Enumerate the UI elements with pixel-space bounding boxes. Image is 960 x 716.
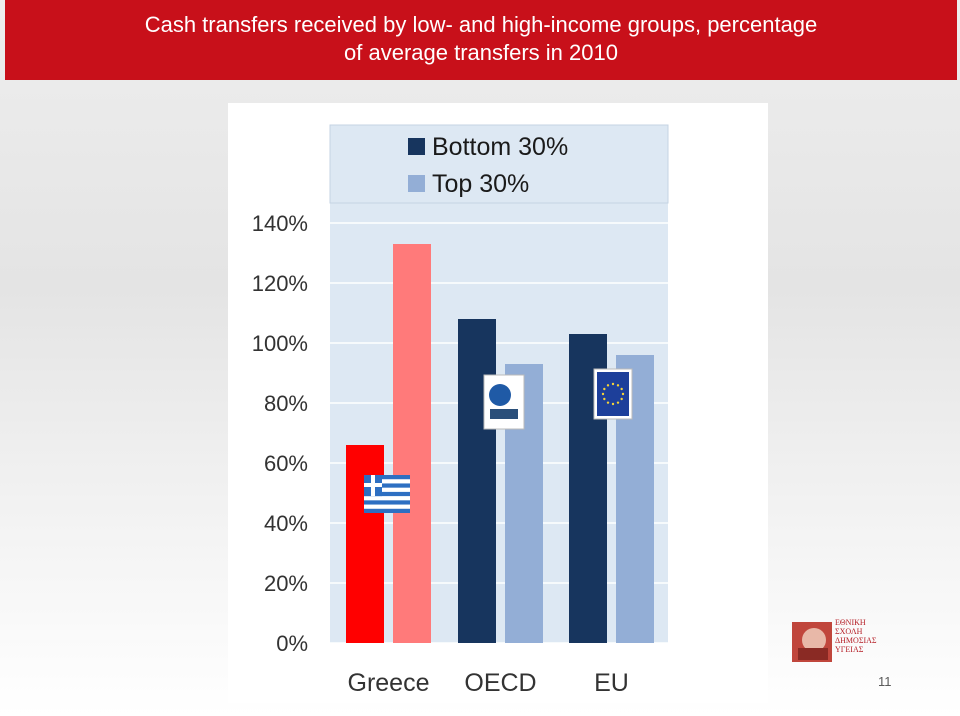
- bar-chart: 0%20%40%60%80%100%120%140% Greece OECD EU …: [252, 124, 669, 697]
- slide-title-bar: Cash transfers received by low- and high…: [5, 0, 957, 80]
- eu-star: [606, 384, 610, 387]
- x-tick-label: EU: [594, 669, 629, 697]
- eu-star: [621, 392, 625, 396]
- legend-swatch: [408, 175, 425, 192]
- x-tick-label: OECD: [464, 669, 536, 697]
- eu-star: [603, 387, 606, 391]
- y-tick-label: 40%: [264, 511, 308, 536]
- flag-stripe: [364, 508, 410, 513]
- slide-title-line-2: of average transfers in 2010: [344, 40, 618, 65]
- y-tick-label: 120%: [252, 271, 308, 296]
- logo-text-line: ΕΘΝΙΚΗ: [835, 618, 866, 627]
- y-tick-label: 20%: [264, 571, 308, 596]
- y-tick-label: 80%: [264, 391, 308, 416]
- y-tick-label: 100%: [252, 331, 308, 356]
- eu-star: [601, 392, 605, 396]
- eu-star: [616, 401, 620, 404]
- eu-star: [611, 382, 615, 386]
- logo-text-line: ΔΗΜΟΣΙΑΣ: [835, 636, 877, 645]
- school-logo-text: ΕΘΝΙΚΗ ΣΧΟΛΗ ΔΗΜΟΣΙΑΣ ΥΓΕΙΑΣ: [835, 618, 905, 654]
- legend-box: [329, 124, 669, 204]
- y-tick-label: 140%: [252, 211, 308, 236]
- school-logo: ΕΘΝΙΚΗ ΣΧΟΛΗ ΔΗΜΟΣΙΑΣ ΥΓΕΙΑΣ: [790, 618, 900, 666]
- flag-stripe: [364, 475, 410, 480]
- y-tick-label: 0%: [276, 631, 308, 656]
- legend-label: Top 30%: [432, 170, 529, 198]
- eu-star: [620, 387, 623, 391]
- logo-text-line: ΣΧΟΛΗ: [835, 627, 863, 636]
- eu-star: [603, 397, 606, 401]
- slide-title-line-1: Cash transfers received by low- and high…: [144, 12, 818, 37]
- flag-stripe: [364, 483, 410, 488]
- chart-panel: 0% 20% 40% 60% 80% 100% 120% 140% Greece OECD EU …: [228, 103, 768, 703]
- bar-oecd-bottom-30: [458, 319, 496, 643]
- eu-star: [611, 402, 615, 406]
- x-tick-label: Greece: [348, 669, 430, 697]
- legend-label: Bottom 30%: [432, 133, 568, 161]
- bar-greece-top-30: [393, 244, 431, 643]
- eu-star: [620, 397, 623, 401]
- page-number: 11: [878, 674, 892, 689]
- eu-flag-field: [597, 372, 629, 416]
- flag-stripe: [364, 500, 410, 505]
- school-emblem-icon: [792, 622, 832, 662]
- eu-star: [616, 384, 620, 387]
- bar-greece-bottom-30: [346, 445, 384, 643]
- eu-star: [606, 401, 610, 404]
- y-tick-label: 60%: [264, 451, 308, 476]
- oecd-mark: [490, 409, 518, 419]
- legend-swatch: [408, 138, 425, 155]
- flag-cross: [364, 483, 382, 487]
- flag-stripe: [364, 491, 410, 497]
- oecd-globe: [489, 384, 511, 406]
- logo-text-line: ΥΓΕΙΑΣ: [835, 645, 864, 654]
